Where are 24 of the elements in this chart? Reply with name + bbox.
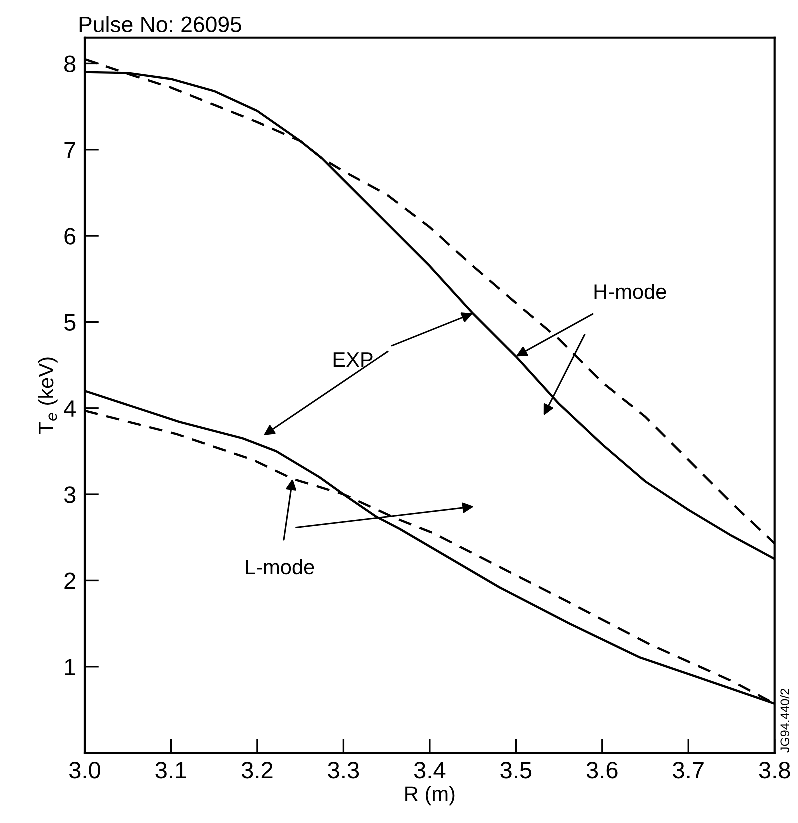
x-axis-title: R (m) <box>406 786 455 806</box>
y-tick-label: 2 <box>64 572 76 590</box>
x-tick-label: 3.4 <box>414 762 446 779</box>
x-tick-label: 3.8 <box>759 762 790 779</box>
x-tick-label: 3.5 <box>500 762 532 779</box>
x-tick-label: 3.3 <box>328 762 360 779</box>
x-tick-label: 3.6 <box>586 762 618 779</box>
text: JG94.440/2 <box>780 689 790 753</box>
x-tick-label: 3.0 <box>69 762 100 779</box>
y-tick-label: 6 <box>64 228 76 245</box>
y-tick-label: 5 <box>64 314 76 331</box>
y-tick-label: 1 <box>65 659 76 676</box>
y-tick-label: 7 <box>64 142 76 158</box>
chart-title: Pulse No: 26095 <box>80 16 242 33</box>
annotation: L-mode <box>246 559 314 575</box>
y-tick-label: 4 <box>64 400 76 417</box>
y-tick-label: 8 <box>64 56 76 72</box>
y-axis-title: T$_{e}$ (keV) <box>38 358 58 434</box>
x-tick-label: 3.2 <box>242 762 273 779</box>
x-tick-label: 3.7 <box>673 762 704 779</box>
y-tick-label: 3 <box>64 486 76 504</box>
annotation: H-mode <box>594 284 666 300</box>
x-tick-label: 3.1 <box>156 762 186 779</box>
annotation: EXP <box>334 352 373 367</box>
